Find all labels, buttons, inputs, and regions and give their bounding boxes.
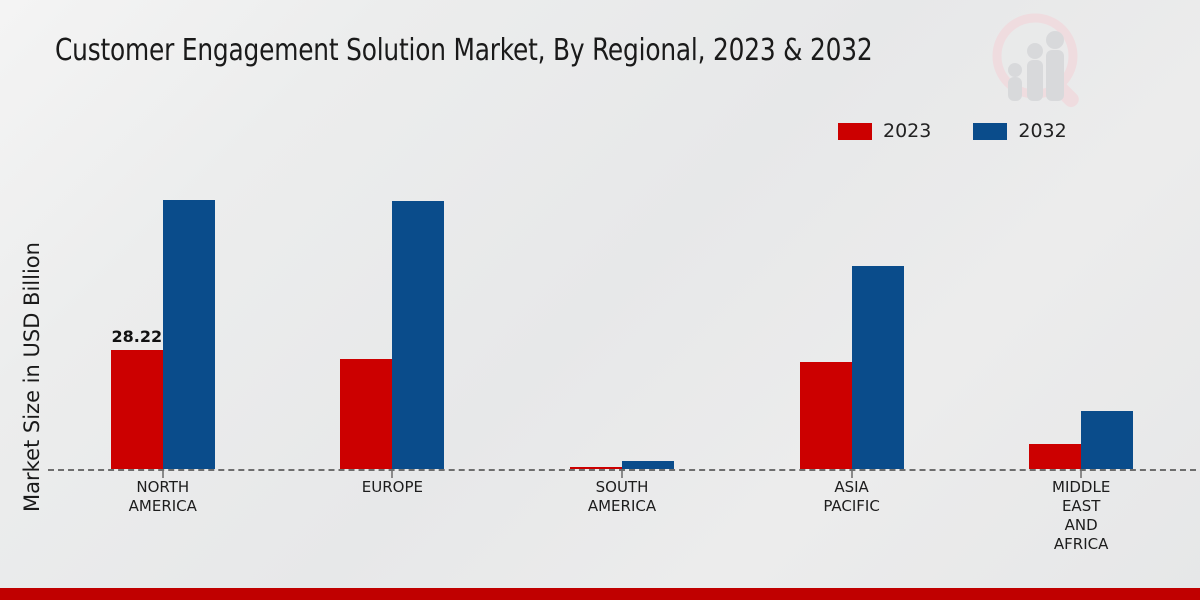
bar-group (278, 175, 508, 478)
y-axis-title: Market Size in USD Billion (20, 242, 44, 512)
x-axis-label-line: AND (1064, 516, 1098, 534)
bar-2032[interactable] (392, 201, 445, 469)
bar-pair (799, 265, 904, 478)
x-axis-tick (391, 469, 394, 478)
plot-area: 28.22 (48, 175, 1196, 478)
bar-group (507, 175, 737, 478)
bar-group: 28.22 (48, 175, 278, 478)
x-axis-label-line: SOUTH (595, 478, 649, 496)
x-axis-label-1: EUROPE (278, 478, 508, 554)
chart-legend: 2023 2032 (838, 120, 1067, 142)
legend-swatch-2032 (973, 122, 1008, 140)
x-axis-label-line: ASIA (834, 478, 869, 496)
x-axis-label-line: NORTH (136, 478, 190, 496)
bar-2032[interactable] (851, 265, 904, 469)
bar-value-label: 28.22 (111, 326, 163, 346)
x-axis-label-3: ASIA PACIFIC (737, 478, 967, 554)
bar-pair (340, 201, 445, 478)
x-axis-tick (620, 469, 623, 478)
x-axis-label-4: MIDDLE EAST AND AFRICA (966, 478, 1196, 554)
legend-label-2032: 2032 (1018, 120, 1067, 142)
bar-2032[interactable] (621, 461, 674, 469)
bar-pair (569, 461, 674, 478)
x-axis-tick (850, 469, 853, 478)
bar-group (966, 175, 1196, 478)
chart-title: Customer Engagement Solution Market, By … (55, 33, 873, 68)
bar-2023[interactable] (340, 359, 393, 469)
x-axis-label-line: EUROPE (361, 478, 423, 496)
x-axis-tick (161, 469, 164, 478)
x-axis-label-0: NORTH AMERICA (48, 478, 278, 554)
bar-2032[interactable] (162, 199, 215, 469)
x-axis-label-2: SOUTH AMERICA (507, 478, 737, 554)
x-axis-baseline (48, 469, 1196, 471)
x-axis-label-line: AMERICA (587, 497, 657, 515)
x-axis-label-line: PACIFIC (823, 497, 880, 515)
bar-2023[interactable]: 28.22 (110, 327, 163, 469)
legend-item-2032[interactable]: 2032 (973, 120, 1067, 142)
x-axis-label-line: AMERICA (128, 497, 197, 515)
x-axis-label-line: EAST (1061, 497, 1101, 515)
bar-2023[interactable] (569, 467, 622, 469)
legend-swatch-2023 (838, 122, 872, 140)
x-axis-label-line: AFRICA (1053, 535, 1109, 553)
watermark-logo (985, 8, 1100, 123)
bar-group (737, 175, 967, 478)
x-axis-labels: NORTH AMERICA EUROPE SOUTH AMERICA ASIA PACIFI… (48, 478, 1196, 554)
x-axis-label-line: MIDDLE (1052, 478, 1111, 496)
x-axis-tick (1080, 469, 1083, 478)
bar-groups: 28.22 (48, 175, 1196, 478)
bar-2023[interactable] (1029, 444, 1082, 469)
bar-2032[interactable] (1081, 411, 1134, 469)
bar-pair: 28.22 (110, 199, 215, 478)
footer-accent-bar (0, 588, 1200, 600)
bar-2023[interactable] (799, 362, 852, 469)
bar-pair (1029, 411, 1134, 478)
legend-item-2023[interactable]: 2023 (838, 120, 931, 142)
legend-label-2023: 2023 (883, 120, 932, 142)
